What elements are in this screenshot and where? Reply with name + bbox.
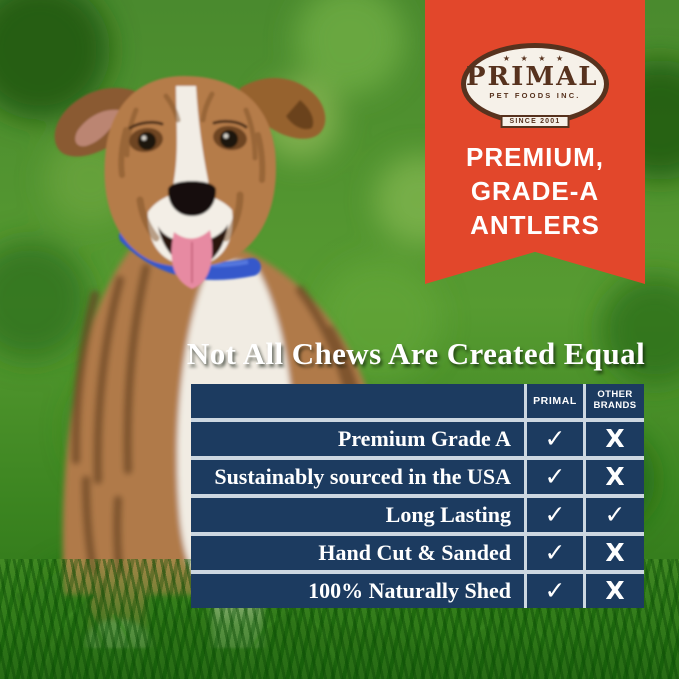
headline: Not All Chews Are Created Equal bbox=[186, 336, 646, 371]
check-icon: ✓ bbox=[527, 498, 583, 532]
brand-logo: ★ ★ ★ ★ PRIMAL™ PET FOODS INC. SINCE 200… bbox=[461, 43, 609, 128]
ribbon-text: PREMIUM, GRADE-A ANTLERS bbox=[425, 141, 645, 242]
check-icon: ✓ bbox=[527, 460, 583, 494]
brand-tagline: PET FOODS INC. bbox=[489, 91, 581, 101]
stars-icon: ★ ★ ★ ★ bbox=[502, 54, 568, 63]
check-icon: ✓ bbox=[586, 498, 644, 532]
cross-icon: X bbox=[586, 422, 644, 456]
dog-head bbox=[54, 76, 326, 289]
column-header-primal: PRIMAL bbox=[527, 384, 583, 418]
header-feature-cell bbox=[191, 384, 524, 418]
column-header-other-brands: OTHER BRANDS bbox=[586, 384, 644, 418]
ribbon-line-2: GRADE-A bbox=[470, 175, 600, 206]
dog-eye bbox=[220, 130, 238, 148]
dog-nose bbox=[168, 181, 216, 216]
cross-icon: X bbox=[586, 536, 644, 570]
trademark-symbol: ™ bbox=[598, 67, 607, 78]
ribbon-line-3: ANTLERS bbox=[470, 209, 600, 240]
check-icon: ✓ bbox=[527, 536, 583, 570]
cross-icon: X bbox=[586, 574, 644, 608]
feature-label: 100% Naturally Shed bbox=[191, 574, 524, 608]
cross-icon: X bbox=[586, 460, 644, 494]
feature-label: Premium Grade A bbox=[191, 422, 524, 456]
comparison-table: PRIMAL OTHER BRANDS Premium Grade A ✓ X … bbox=[191, 384, 644, 608]
check-icon: ✓ bbox=[527, 422, 583, 456]
brand-name-text: PRIMAL bbox=[466, 61, 599, 92]
feature-label: Hand Cut & Sanded bbox=[191, 536, 524, 570]
brand-name: PRIMAL™ bbox=[466, 61, 607, 92]
feature-label: Sustainably sourced in the USA bbox=[191, 460, 524, 494]
feature-label: Long Lasting bbox=[191, 498, 524, 532]
ribbon-banner: ★ ★ ★ ★ PRIMAL™ PET FOODS INC. SINCE 200… bbox=[425, 0, 645, 284]
brand-since-banner: SINCE 2001 bbox=[500, 115, 570, 128]
check-icon: ✓ bbox=[527, 574, 583, 608]
dog-eye bbox=[138, 132, 156, 150]
ribbon-line-1: PREMIUM, bbox=[466, 142, 604, 172]
